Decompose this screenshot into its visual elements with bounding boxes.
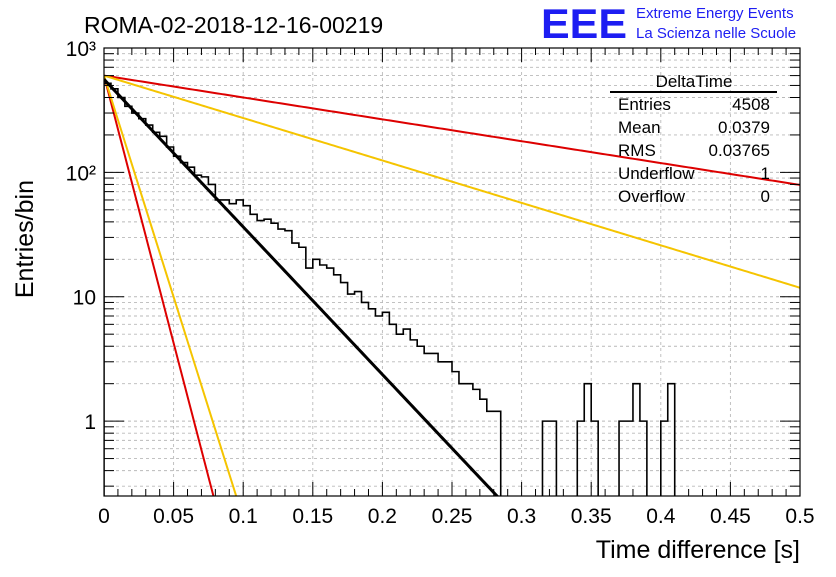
x-tick-labels: 0 0.05 0.1 0.15 0.2 0.25 0.3 0.35 0.4 0.45 0.5	[98, 505, 814, 528]
stats-box: DeltaTime Entries 4508 Mean 0.0379 RMS 0.0376…	[610, 72, 777, 206]
y-tick-label: 10²	[66, 162, 96, 185]
stats-value-underflow: 1	[761, 164, 770, 183]
x-tick-label: 0.4	[646, 505, 676, 528]
stats-value-overflow: 0	[761, 187, 770, 206]
eee-logo: EEE	[541, 0, 627, 47]
stats-label-mean: Mean	[618, 118, 661, 137]
fit-curves	[104, 74, 800, 496]
x-axis-label: Time difference [s]	[596, 536, 800, 564]
curve-red-slow	[104, 74, 800, 186]
logo-tagline-1: Extreme Energy Events	[636, 5, 794, 22]
y-tick-label: 1	[84, 411, 96, 434]
stats-value-mean: 0.0379	[718, 118, 770, 137]
stats-title: DeltaTime	[656, 72, 733, 91]
curve-yellow-fast	[104, 75, 238, 496]
y-tick-label: 10	[73, 287, 96, 310]
x-tick-label: 0.45	[710, 505, 751, 528]
y-axis-label: Entries/bin	[11, 180, 39, 298]
y-tick-labels: 1 10 10² 10³	[66, 38, 96, 434]
x-tick-label: 0.15	[292, 505, 333, 528]
stats-label-underflow: Underflow	[618, 164, 695, 183]
y-tick-label: 10³	[66, 38, 96, 61]
stats-label-entries: Entries	[618, 95, 671, 114]
histogram	[104, 82, 676, 496]
logo-tagline-2: La Scienza nelle Scuole	[636, 25, 796, 42]
x-tick-label: 0.1	[229, 505, 258, 528]
curve-fit	[104, 78, 500, 496]
stats-label-rms: RMS	[618, 141, 656, 160]
axis-ticks	[103, 48, 801, 496]
x-tick-label: 0.25	[432, 505, 473, 528]
stats-value-entries: 4508	[732, 95, 770, 114]
x-tick-label: 0.2	[368, 505, 397, 528]
x-tick-label: 0.35	[571, 505, 612, 528]
curve-yellow-slow	[104, 74, 800, 289]
run-title: ROMA-02-2018-12-16-00219	[84, 12, 383, 38]
x-tick-label: 0.05	[153, 505, 194, 528]
stats-label-overflow: Overflow	[618, 187, 686, 206]
x-tick-label: 0.5	[785, 505, 814, 528]
histogram-outline	[104, 82, 676, 496]
x-tick-label: 0.3	[507, 505, 536, 528]
stats-value-rms: 0.03765	[709, 141, 770, 160]
x-tick-label: 0	[98, 505, 110, 528]
